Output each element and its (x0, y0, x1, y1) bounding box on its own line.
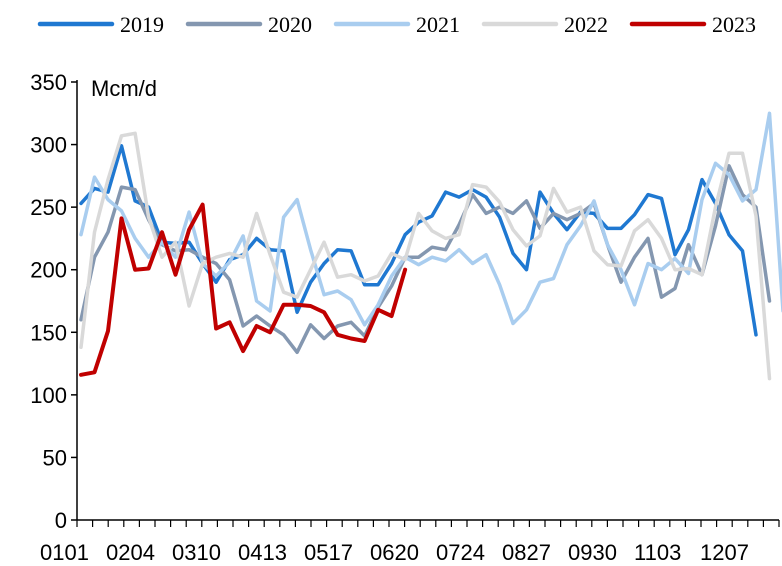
y-tick-label: 200 (30, 258, 67, 283)
y-tick-label: 350 (30, 70, 67, 95)
y-tick-label: 0 (55, 508, 67, 533)
series-line-2022 (79, 131, 772, 381)
legend-label-2021: 2021 (416, 12, 460, 37)
x-tick-label: 0827 (502, 540, 551, 565)
series-line-2019 (79, 144, 758, 337)
x-tick-label: 0930 (568, 540, 617, 565)
legend-label-2022: 2022 (564, 12, 608, 37)
y-axis-unit-label: Mcm/d (91, 76, 157, 101)
series-line-2021 (79, 111, 782, 327)
y-tick-label: 250 (30, 195, 67, 220)
y-tick-label: 50 (43, 445, 67, 470)
legend-label-2019: 2019 (120, 12, 164, 37)
series-line-2023 (79, 202, 408, 377)
x-tick-label: 0204 (106, 540, 155, 565)
x-tick-label: 0101 (40, 540, 89, 565)
y-tick-label: 150 (30, 320, 67, 345)
series-lines (79, 111, 782, 381)
x-tick-label: 0620 (370, 540, 419, 565)
x-tick-label: 0310 (172, 540, 221, 565)
chart-legend: 2019 2020 2021 2022 2023 (37, 12, 756, 37)
y-tick-label: 300 (30, 133, 67, 158)
y-axis: 0 50 100 150 200 250 300 350 (30, 70, 78, 533)
x-tick-label: 1207 (700, 540, 749, 565)
y-tick-label: 100 (30, 383, 67, 408)
x-tick-label: 0724 (436, 540, 485, 565)
x-tick-label: 1103 (634, 540, 681, 565)
x-tick-label: 0413 (238, 540, 287, 565)
legend-label-2023: 2023 (712, 12, 756, 37)
legend-label-2020: 2020 (268, 12, 312, 37)
x-tick-label: 0517 (304, 540, 353, 565)
x-axis: 0101 0204 0310 0413 0517 0620 0724 0827 0930 1103… (40, 519, 780, 565)
